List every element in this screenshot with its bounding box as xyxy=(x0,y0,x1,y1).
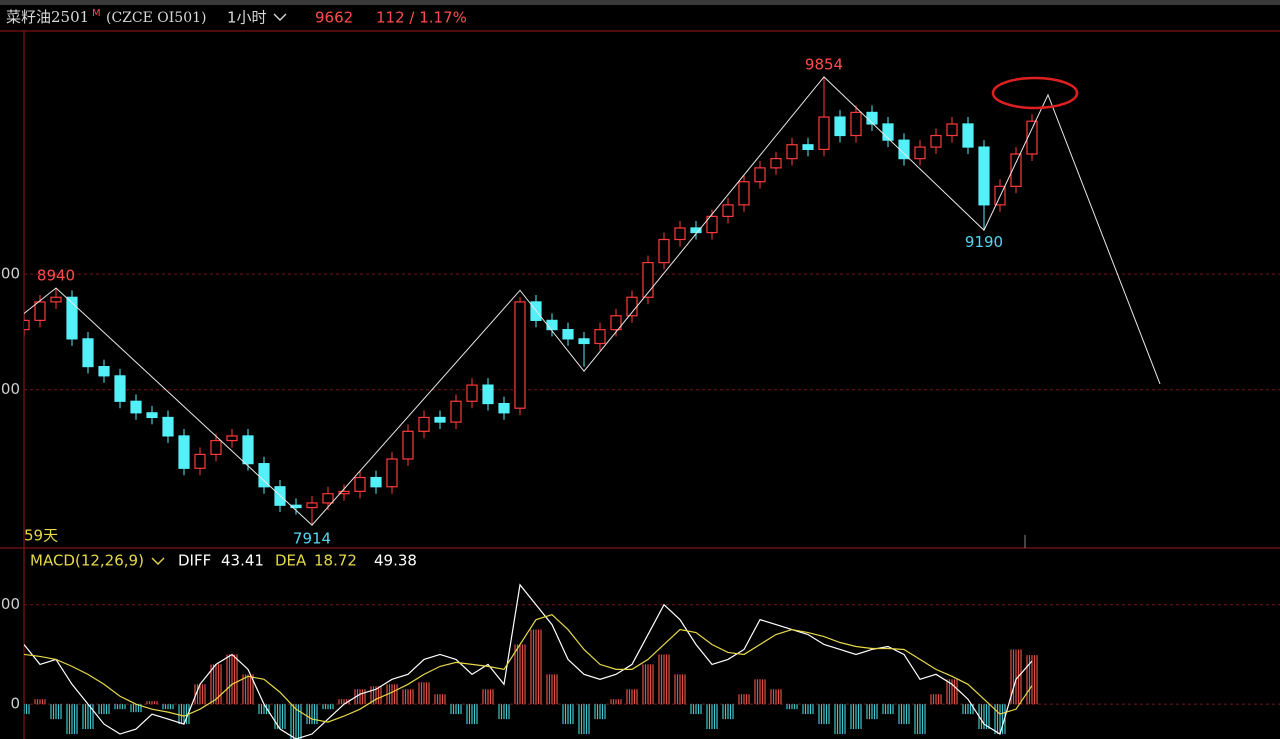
dea-value: 18.72 xyxy=(314,552,357,570)
last-price: 9662 xyxy=(315,9,353,27)
candle-body xyxy=(722,204,734,218)
candle-body xyxy=(194,453,206,469)
candle-body xyxy=(338,490,350,495)
candle-body xyxy=(210,439,222,456)
candle-body xyxy=(850,111,862,137)
candle-body xyxy=(434,416,446,423)
candle-body xyxy=(770,158,782,169)
extreme-label: 9854 xyxy=(805,55,843,73)
candle-body xyxy=(498,402,510,414)
candle-body xyxy=(290,504,302,509)
candle-body xyxy=(226,435,238,442)
price-panel xyxy=(24,76,1280,526)
price-change: 112 / 1.17% xyxy=(376,9,467,27)
highlight-ellipse xyxy=(991,76,1079,110)
macd-line xyxy=(24,583,1033,739)
y-tick-label: 9000 xyxy=(0,265,20,283)
macd-panel xyxy=(24,583,1280,739)
macd-title: MACD(12,26,9) xyxy=(30,552,144,570)
candle-body xyxy=(706,215,718,234)
diff-value: 43.41 xyxy=(221,552,264,570)
candle-body xyxy=(50,296,62,303)
candle-body xyxy=(178,435,190,469)
zigzag-line xyxy=(24,76,1161,526)
candle-body xyxy=(306,502,318,509)
candle-body xyxy=(946,123,958,137)
candle-body xyxy=(66,296,78,340)
period-caret[interactable] xyxy=(273,13,287,21)
candle-body xyxy=(242,435,254,465)
candle-body xyxy=(882,123,894,141)
candle-body xyxy=(802,144,814,150)
candle-body xyxy=(930,134,942,148)
candle-body xyxy=(674,227,686,241)
candle-body xyxy=(258,463,270,488)
candle-body xyxy=(114,375,126,402)
candle-body xyxy=(818,116,830,150)
candle-body xyxy=(610,315,622,331)
candle-body xyxy=(914,146,926,160)
candle-body xyxy=(418,416,430,432)
candle-body xyxy=(962,123,974,148)
y-tick-label: 0 xyxy=(10,695,20,713)
candle-body xyxy=(402,430,414,460)
candle-body xyxy=(514,301,526,409)
candle-body xyxy=(738,181,750,206)
candle-body xyxy=(354,476,366,492)
y-tick-label: 100 xyxy=(0,595,20,613)
candle-body xyxy=(322,493,334,504)
candle-body xyxy=(450,400,462,423)
diff-label: DIFF xyxy=(178,552,211,570)
y-tick-label: 8500 xyxy=(0,380,20,398)
candle-body xyxy=(642,262,654,298)
candle-body xyxy=(1026,120,1038,155)
candle-body xyxy=(978,146,990,206)
candle-body xyxy=(82,338,94,368)
axis-labels: 9000 8500 100 0 xyxy=(0,265,20,713)
days-note: 59天 xyxy=(24,527,58,545)
candle-body xyxy=(658,238,670,264)
extreme-label: 9190 xyxy=(965,233,1003,251)
candle-body xyxy=(562,329,574,340)
candle-body xyxy=(594,329,606,345)
extreme-label: 8940 xyxy=(37,267,75,285)
candle-body xyxy=(898,139,910,160)
candle-body xyxy=(466,384,478,402)
candle-body xyxy=(98,366,110,377)
candle-body xyxy=(24,319,30,331)
symbol-code: (CZCE OI501) xyxy=(106,10,206,26)
extreme-label: 7914 xyxy=(293,530,331,548)
candle-body xyxy=(370,476,382,488)
candle-body xyxy=(754,167,766,183)
symbol-flag: M xyxy=(92,8,101,19)
candle-body xyxy=(34,301,46,321)
top-bar xyxy=(0,0,1280,5)
candle-body xyxy=(146,412,158,419)
candle-body xyxy=(386,458,398,488)
candle-body xyxy=(130,400,142,414)
macd-value: 49.38 xyxy=(374,552,417,570)
candle-body xyxy=(834,116,846,137)
candle-body xyxy=(162,416,174,437)
candle-body xyxy=(1010,153,1022,187)
candle-body xyxy=(786,144,798,160)
period[interactable]: 1小时 xyxy=(227,9,267,27)
candle-body xyxy=(482,384,494,405)
candle-body xyxy=(546,319,558,331)
candle-body xyxy=(690,227,702,234)
macd-caret[interactable] xyxy=(151,557,165,565)
dea-label: DEA xyxy=(275,552,307,570)
candle-body xyxy=(578,338,590,345)
macd-line xyxy=(24,613,1033,723)
symbol-name: 菜籽油2501 xyxy=(6,8,89,26)
